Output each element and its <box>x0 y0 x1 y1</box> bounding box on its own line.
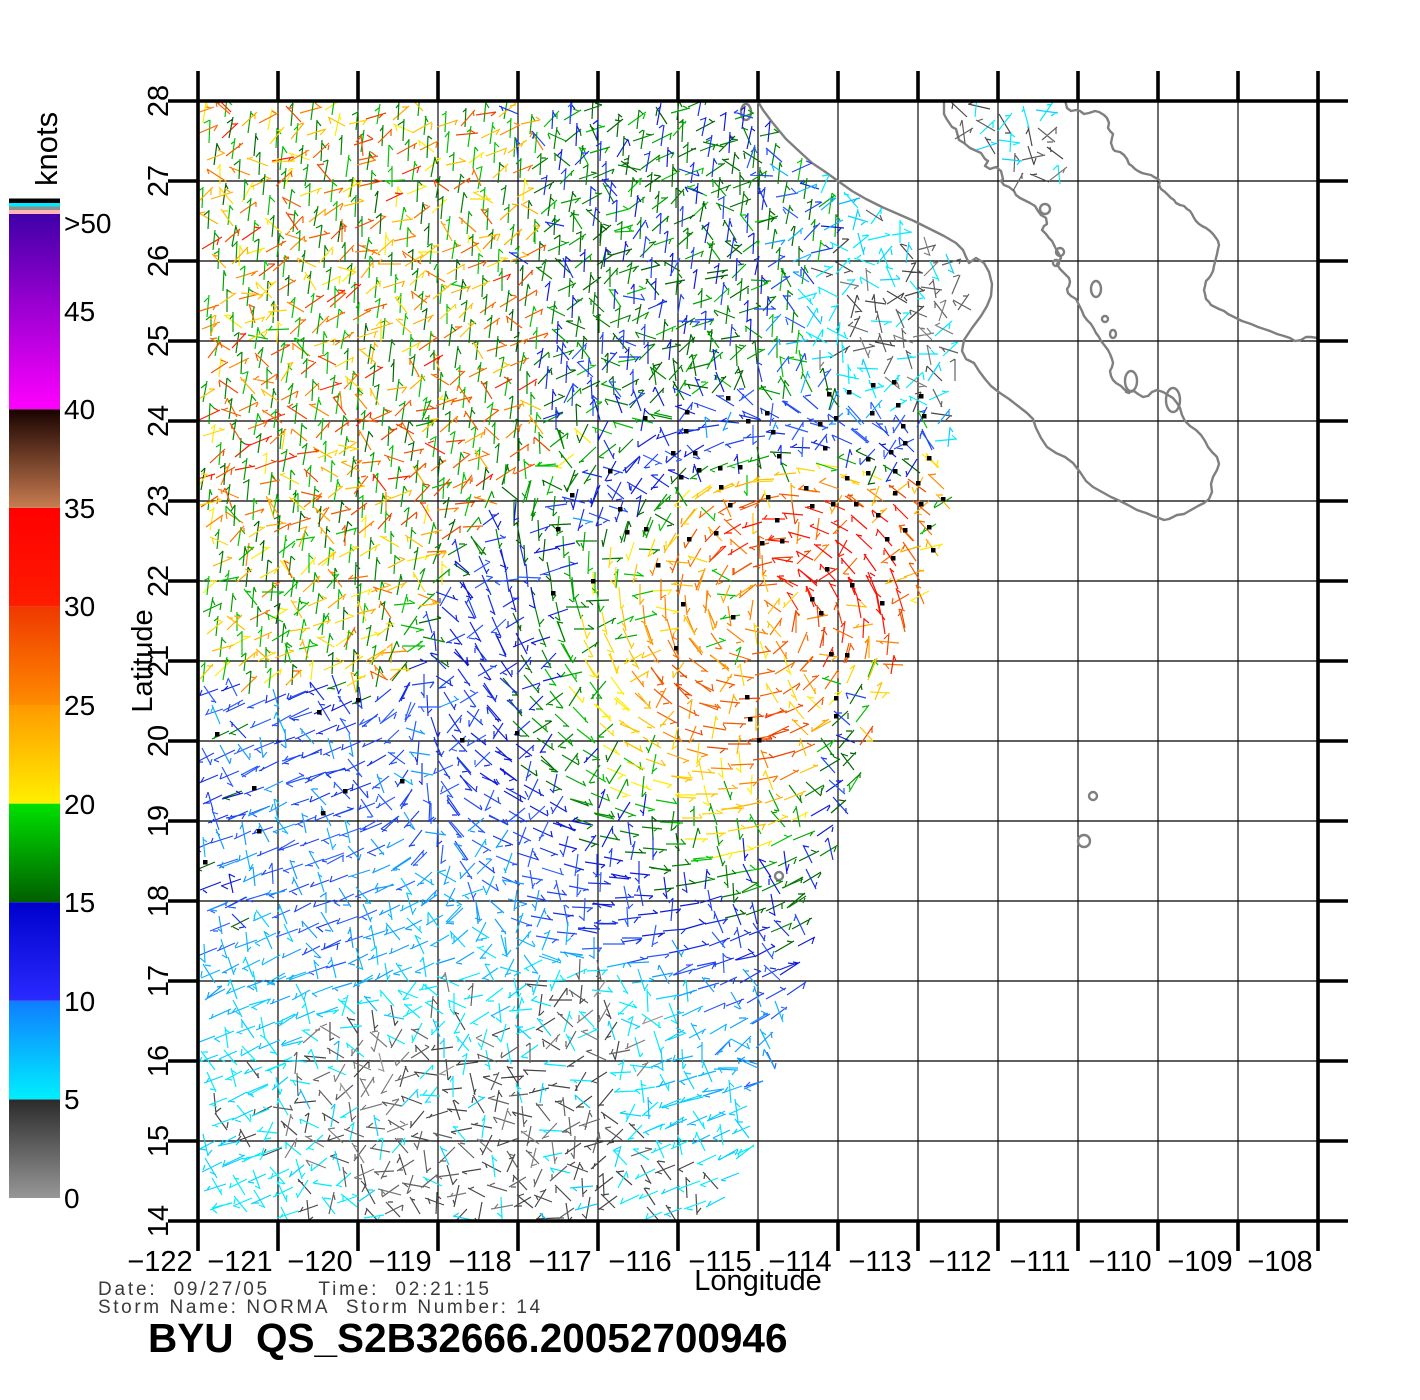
svg-text:17: 17 <box>143 965 175 997</box>
svg-text:−108: −108 <box>1247 1246 1312 1278</box>
svg-text:27: 27 <box>143 165 175 197</box>
svg-text:5: 5 <box>64 1084 80 1115</box>
svg-text:−117: −117 <box>528 1246 591 1278</box>
svg-text:20: 20 <box>143 725 175 757</box>
svg-text:Storm Name: NORMA Storm Numbe: Storm Name: NORMA Storm Number: 14 <box>98 1297 543 1318</box>
svg-text:21: 21 <box>143 645 175 677</box>
svg-text:knots: knots <box>29 112 64 186</box>
svg-text:−112: −112 <box>928 1246 991 1278</box>
svg-text:35: 35 <box>64 493 95 524</box>
svg-text:−114: −114 <box>768 1246 831 1278</box>
svg-text:Date: 09/27/05 Time: 02: Date: 09/27/05 Time: 02:21:15 <box>98 1279 492 1300</box>
svg-text:23: 23 <box>143 485 175 517</box>
svg-text:16: 16 <box>143 1045 175 1077</box>
svg-text:−109: −109 <box>1167 1246 1232 1278</box>
svg-text:15: 15 <box>64 887 95 918</box>
svg-text:19: 19 <box>143 805 175 837</box>
svg-text:Longitude: Longitude <box>694 1265 821 1297</box>
svg-text:0: 0 <box>64 1183 80 1214</box>
svg-text:−121: −121 <box>207 1246 272 1278</box>
svg-text:22: 22 <box>143 565 175 597</box>
svg-text:−120: −120 <box>287 1246 352 1278</box>
svg-text:45: 45 <box>64 296 95 327</box>
svg-text:14: 14 <box>143 1205 175 1237</box>
svg-text:20: 20 <box>64 789 95 820</box>
svg-text:30: 30 <box>64 591 95 622</box>
svg-text:>50: >50 <box>64 208 112 239</box>
svg-text:26: 26 <box>143 245 175 277</box>
svg-text:25: 25 <box>64 690 95 721</box>
svg-text:24: 24 <box>143 405 175 437</box>
svg-text:−116: −116 <box>608 1246 671 1278</box>
svg-text:−118: −118 <box>448 1246 511 1278</box>
svg-text:−111: −111 <box>1009 1246 1070 1278</box>
svg-text:10: 10 <box>64 986 95 1017</box>
svg-text:−110: −110 <box>1088 1246 1151 1278</box>
svg-text:18: 18 <box>143 885 175 917</box>
svg-text:28: 28 <box>143 85 175 117</box>
svg-text:−113: −113 <box>848 1246 911 1278</box>
svg-text:15: 15 <box>143 1125 175 1157</box>
svg-text:BYU QS_S2B32666.20052700946: BYU QS_S2B32666.20052700946 <box>148 1315 787 1361</box>
svg-text:−115: −115 <box>688 1246 751 1278</box>
svg-text:−119: −119 <box>368 1246 431 1278</box>
svg-text:25: 25 <box>143 325 175 357</box>
svg-text:−122: −122 <box>127 1246 192 1278</box>
svg-text:40: 40 <box>64 394 95 425</box>
svg-text:Latitude: Latitude <box>127 609 159 712</box>
